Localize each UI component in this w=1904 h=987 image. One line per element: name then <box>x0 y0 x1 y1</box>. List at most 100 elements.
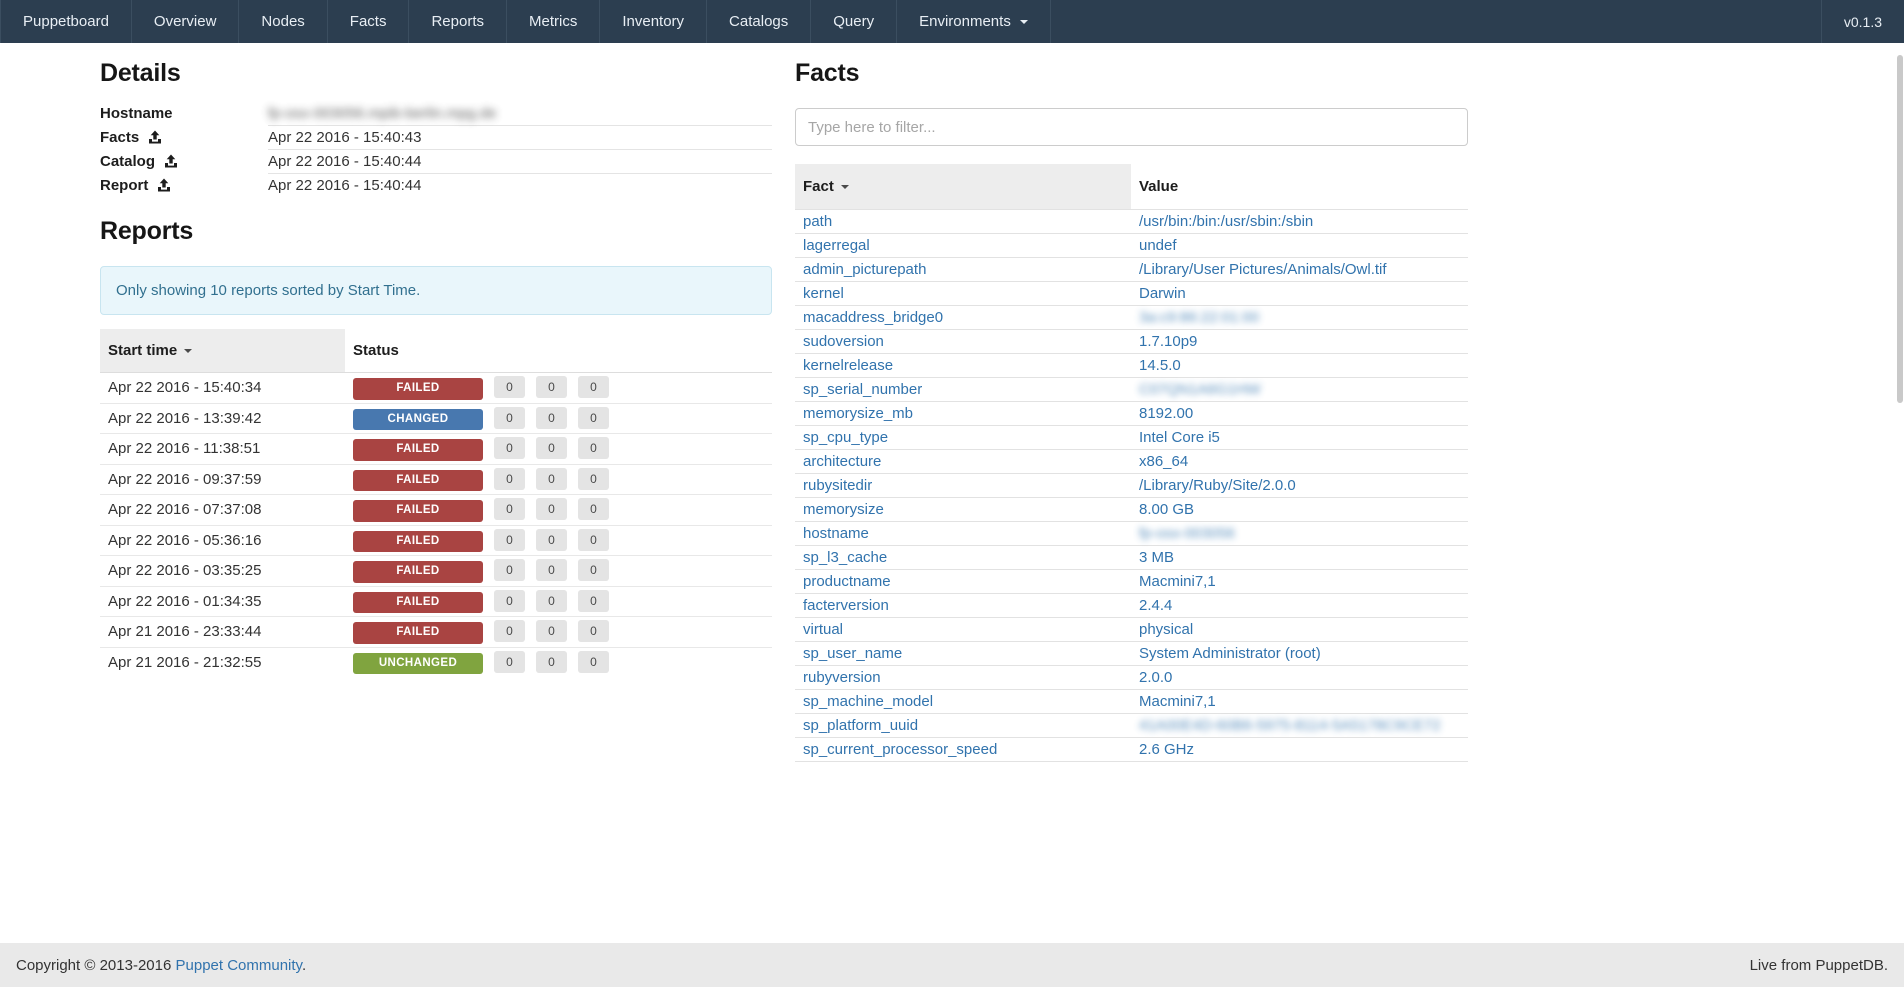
fact-row: sudoversion 1.7.10p9 <box>795 329 1468 354</box>
chevron-down-icon <box>1019 19 1028 24</box>
fact-name-link[interactable]: sudoversion <box>803 333 884 350</box>
fact-name-link[interactable]: rubyversion <box>803 669 881 686</box>
fact-value-link[interactable]: physical <box>1139 621 1194 638</box>
report-start-time: Apr 21 2016 - 23:33:44 <box>100 616 345 647</box>
fact-value-link[interactable]: Macmini7,1 <box>1139 693 1216 710</box>
fact-value-link[interactable]: 14.5.0 <box>1139 357 1181 374</box>
report-row: Apr 22 2016 - 11:38:51 FAILED 0 0 0 <box>100 433 772 464</box>
fact-value-link[interactable]: Macmini7,1 <box>1139 573 1216 590</box>
fact-value-link[interactable]: undef <box>1139 237 1177 254</box>
fact-value-link[interactable]: C07QN1A6G1HW <box>1139 381 1261 398</box>
nav-item-environments[interactable]: Environments <box>897 0 1051 43</box>
status-badge: FAILED <box>353 530 483 552</box>
fact-value-link[interactable]: 1.7.10p9 <box>1139 333 1198 350</box>
upload-icon[interactable] <box>157 178 171 192</box>
fact-name-link[interactable]: memorysize <box>803 501 884 518</box>
report-row: Apr 22 2016 - 13:39:42 CHANGED 0 0 0 <box>100 402 772 434</box>
facts-filter-input[interactable] <box>795 108 1468 146</box>
nav-item-nodes[interactable]: Nodes <box>239 0 328 43</box>
fact-value-cell: 2.4.4 <box>1131 593 1468 618</box>
fact-value-link[interactable]: /Library/Ruby/Site/2.0.0 <box>1139 477 1296 494</box>
fact-value-link[interactable]: 2.6 GHz <box>1139 741 1195 758</box>
fact-row: sp_l3_cache 3 MB <box>795 545 1468 570</box>
report-status-cell: FAILED 0 0 0 <box>345 463 772 495</box>
fact-name-link[interactable]: kernel <box>803 285 844 302</box>
fact-value-link[interactable]: 2.4.4 <box>1139 597 1173 614</box>
upload-icon[interactable] <box>164 154 178 168</box>
report-row: Apr 22 2016 - 09:37:59 FAILED 0 0 0 <box>100 463 772 495</box>
fact-name-link[interactable]: architecture <box>803 453 882 470</box>
nav-item-catalogs[interactable]: Catalogs <box>707 0 812 43</box>
report-status-cell: UNCHANGED 0 0 0 <box>345 646 772 677</box>
fact-name-cell: sp_serial_number <box>795 377 1131 402</box>
fact-name-link[interactable]: lagerregal <box>803 237 870 254</box>
metric-count: 0 <box>536 467 567 490</box>
fact-name-cell: admin_picturepath <box>795 257 1131 282</box>
fact-value-link[interactable]: System Administrator (root) <box>1139 645 1321 662</box>
fact-name-link[interactable]: path <box>803 213 833 230</box>
fact-name-cell: lagerregal <box>795 233 1131 258</box>
fact-name-cell: sp_cpu_type <box>795 425 1131 450</box>
fact-value-link[interactable]: x86_64 <box>1139 453 1189 470</box>
nav-item-facts[interactable]: Facts <box>328 0 410 43</box>
nav-item-reports[interactable]: Reports <box>409 0 507 43</box>
fact-name-link[interactable]: facterversion <box>803 597 889 614</box>
metric-count: 0 <box>494 498 525 520</box>
nav-item-query[interactable]: Query <box>811 0 898 43</box>
report-row: Apr 21 2016 - 21:32:55 UNCHANGED 0 0 0 <box>100 646 772 677</box>
fact-name-link[interactable]: productname <box>803 573 891 590</box>
fact-value-link[interactable]: 3 MB <box>1139 549 1175 566</box>
fact-name-link[interactable]: hostname <box>803 525 869 542</box>
fact-value-link[interactable]: 41A00E4D-60B6-5975-8114-5A5178C9CE72 <box>1139 717 1441 734</box>
nav-item-inventory[interactable]: Inventory <box>600 0 708 43</box>
facts-title: Facts <box>795 59 860 87</box>
fact-value-link[interactable]: Darwin <box>1139 285 1186 302</box>
status-badge: CHANGED <box>353 408 483 430</box>
column-header-value[interactable]: Value <box>1131 164 1468 210</box>
fact-value-link[interactable]: /usr/bin:/bin:/usr/sbin:/sbin <box>1139 213 1314 230</box>
fact-name-link[interactable]: kernelrelease <box>803 357 894 374</box>
fact-name-link[interactable]: sp_platform_uuid <box>803 717 919 734</box>
fact-name-link[interactable]: memorysize_mb <box>803 405 914 422</box>
fact-value-link[interactable]: /Library/User Pictures/Animals/Owl.tif <box>1139 261 1387 278</box>
metric-count: 0 <box>494 620 525 642</box>
fact-value-cell: 41A00E4D-60B6-5975-8114-5A5178C9CE72 <box>1131 713 1468 738</box>
fact-name-link[interactable]: sp_cpu_type <box>803 429 889 446</box>
fact-name-link[interactable]: virtual <box>803 621 844 638</box>
puppet-community-link[interactable]: Puppet Community <box>175 956 302 974</box>
fact-name-link[interactable]: macaddress_bridge0 <box>803 309 944 326</box>
fact-name-link[interactable]: sp_machine_model <box>803 693 934 710</box>
column-header-fact[interactable]: Fact <box>795 164 1131 210</box>
fact-value-link[interactable]: 2.0.0 <box>1139 669 1173 686</box>
nav-items: Puppetboard Overview Nodes Facts Reports Metr… <box>0 0 1051 43</box>
metric-count: 0 <box>536 376 567 398</box>
fact-value-link[interactable]: Intel Core i5 <box>1139 429 1220 446</box>
fact-name-link[interactable]: sp_current_processor_speed <box>803 741 998 758</box>
metric-count: 0 <box>578 528 609 551</box>
fact-row: kernelrelease 14.5.0 <box>795 353 1468 378</box>
fact-value-link[interactable]: fp-osx-003056 <box>1139 525 1235 542</box>
nav-item-metrics[interactable]: Metrics <box>507 0 601 43</box>
nav-item-overview[interactable]: Overview <box>132 0 240 43</box>
fact-name-link[interactable]: sp_user_name <box>803 645 903 662</box>
main-content: Details Hostname fp-osx-003056.mpib-berli… <box>0 43 1904 943</box>
column-header-start-time[interactable]: Start time <box>100 329 345 373</box>
fact-value-link[interactable]: 8192.00 <box>1139 405 1194 422</box>
sort-desc-icon <box>840 185 849 189</box>
fact-row: sp_machine_model Macmini7,1 <box>795 689 1468 714</box>
scrollbar-thumb[interactable] <box>1897 55 1903 403</box>
fact-name-link[interactable]: admin_picturepath <box>803 261 927 278</box>
fact-name-link[interactable]: sp_l3_cache <box>803 549 888 566</box>
fact-name-cell: facterversion <box>795 593 1131 618</box>
nav-item-puppetboard[interactable]: Puppetboard <box>0 0 132 43</box>
fact-name-link[interactable]: rubysitedir <box>803 477 873 494</box>
scrollbar[interactable] <box>1896 43 1904 987</box>
fact-name-link[interactable]: sp_serial_number <box>803 381 923 398</box>
fact-name-cell: macaddress_bridge0 <box>795 305 1131 330</box>
upload-icon[interactable] <box>148 130 162 144</box>
column-header-status[interactable]: Status <box>345 329 772 373</box>
fact-value-link[interactable]: 3a:c9:86:22:01:00 <box>1139 309 1260 326</box>
fact-value-link[interactable]: 8.00 GB <box>1139 501 1195 518</box>
fact-row: sp_serial_number C07QN1A6G1HW <box>795 377 1468 402</box>
metric-count: 0 <box>536 559 567 581</box>
